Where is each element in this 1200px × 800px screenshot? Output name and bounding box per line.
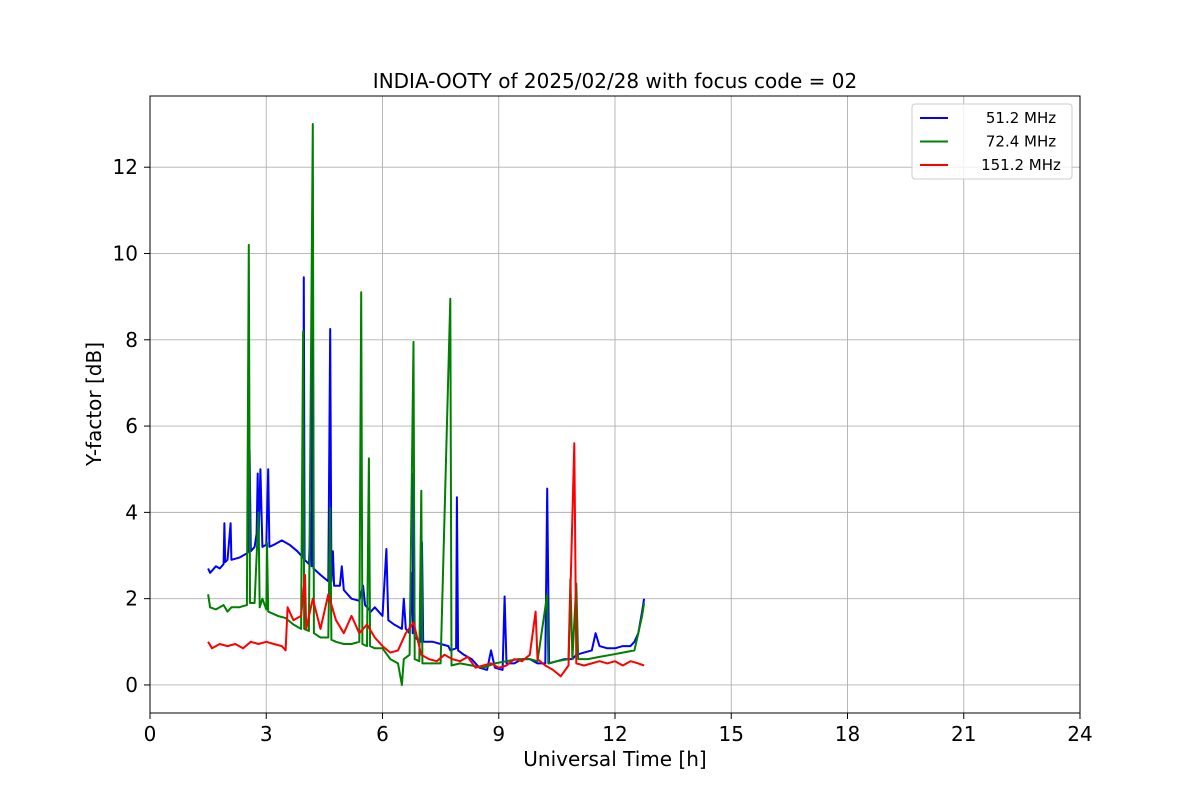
x-tick-label: 0 bbox=[144, 722, 157, 746]
y-tick-label: 2 bbox=[125, 587, 138, 611]
y-tick-label: 8 bbox=[125, 328, 138, 352]
x-tick-label: 24 bbox=[1067, 722, 1092, 746]
legend: 51.2 MHz 72.4 MHz 151.2 MHz bbox=[911, 103, 1073, 180]
y-tick-label: 6 bbox=[125, 414, 138, 438]
chart-title: INDIA-OOTY of 2025/02/28 with focus code… bbox=[373, 69, 857, 93]
x-tick-label: 9 bbox=[492, 722, 505, 746]
legend-label: 151.2 MHz bbox=[981, 156, 1061, 174]
series-layer bbox=[207, 123, 646, 686]
y-tick-label: 4 bbox=[125, 500, 138, 524]
x-tick-label: 3 bbox=[260, 722, 273, 746]
y-axis-label: Y-factor [dB] bbox=[82, 342, 106, 467]
y-tick-label: 12 bbox=[113, 155, 138, 179]
x-tick-label: 15 bbox=[719, 722, 744, 746]
series-line-51_2-mhz bbox=[207, 276, 646, 671]
series-line-151_2-mhz bbox=[207, 442, 645, 678]
legend-box bbox=[911, 103, 1073, 180]
x-tick-label: 18 bbox=[835, 722, 860, 746]
x-tick-label: 12 bbox=[602, 722, 627, 746]
x-tick-label: 6 bbox=[376, 722, 389, 746]
y-tick-label: 10 bbox=[113, 241, 138, 265]
series-line-72_4-mhz bbox=[207, 123, 646, 686]
y-tick-label: 0 bbox=[125, 673, 138, 697]
x-axis-label: Universal Time [h] bbox=[523, 747, 706, 771]
legend-label: 51.2 MHz bbox=[986, 109, 1056, 127]
legend-label: 72.4 MHz bbox=[986, 133, 1056, 151]
x-tick-label: 21 bbox=[951, 722, 976, 746]
